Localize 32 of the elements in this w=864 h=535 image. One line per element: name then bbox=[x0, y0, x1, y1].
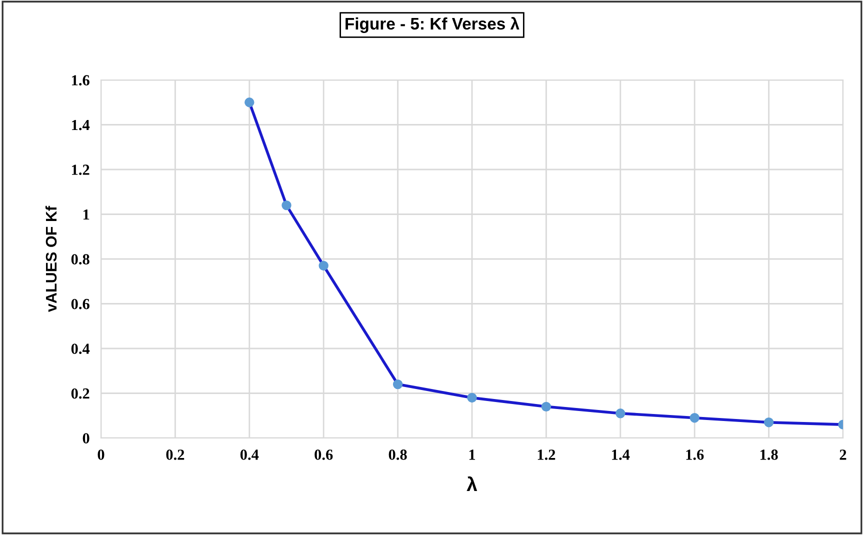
point bbox=[690, 413, 700, 423]
point bbox=[467, 392, 477, 403]
x-tick-label: 0 bbox=[98, 450, 104, 460]
point bbox=[616, 408, 626, 418]
point bbox=[392, 379, 403, 390]
y-tick-label: 1.2 bbox=[72, 164, 90, 176]
y-tick-label: 1.6 bbox=[72, 75, 90, 86]
x-tick-label: 0.2 bbox=[166, 450, 184, 460]
y-tick-label: 0.2 bbox=[71, 388, 90, 399]
x-tick-label: 2 bbox=[840, 450, 846, 460]
x-tick-label: 0.4 bbox=[240, 450, 259, 460]
y-tick-label: 0.4 bbox=[71, 344, 90, 354]
y-tick-label: 1.4 bbox=[72, 120, 90, 130]
point bbox=[318, 260, 328, 271]
x-tick-label: 1.8 bbox=[760, 450, 778, 460]
y-axis-title: vALUES OF Kf bbox=[45, 206, 57, 312]
x-tick-label: 1.6 bbox=[686, 450, 704, 460]
x-tick-label: 0.6 bbox=[314, 450, 333, 460]
x-tick-label: 1.4 bbox=[612, 450, 630, 460]
x-tick-label: 0.8 bbox=[388, 450, 407, 460]
point bbox=[764, 417, 774, 428]
x-tick-label: 1.2 bbox=[538, 450, 556, 460]
y-tick-label: 0.6 bbox=[71, 298, 90, 310]
y-tick-label: 1 bbox=[83, 209, 90, 220]
point bbox=[244, 98, 254, 108]
y-tick-label: 0 bbox=[82, 433, 90, 444]
y-tick-label: 0.8 bbox=[71, 254, 90, 265]
chart-title: Figure - 5: Kf Verses λ bbox=[346, 16, 520, 34]
x-tick-label: 1 bbox=[469, 450, 476, 460]
x-axis-title: λ bbox=[466, 476, 478, 491]
point bbox=[541, 402, 552, 412]
point bbox=[282, 200, 292, 210]
